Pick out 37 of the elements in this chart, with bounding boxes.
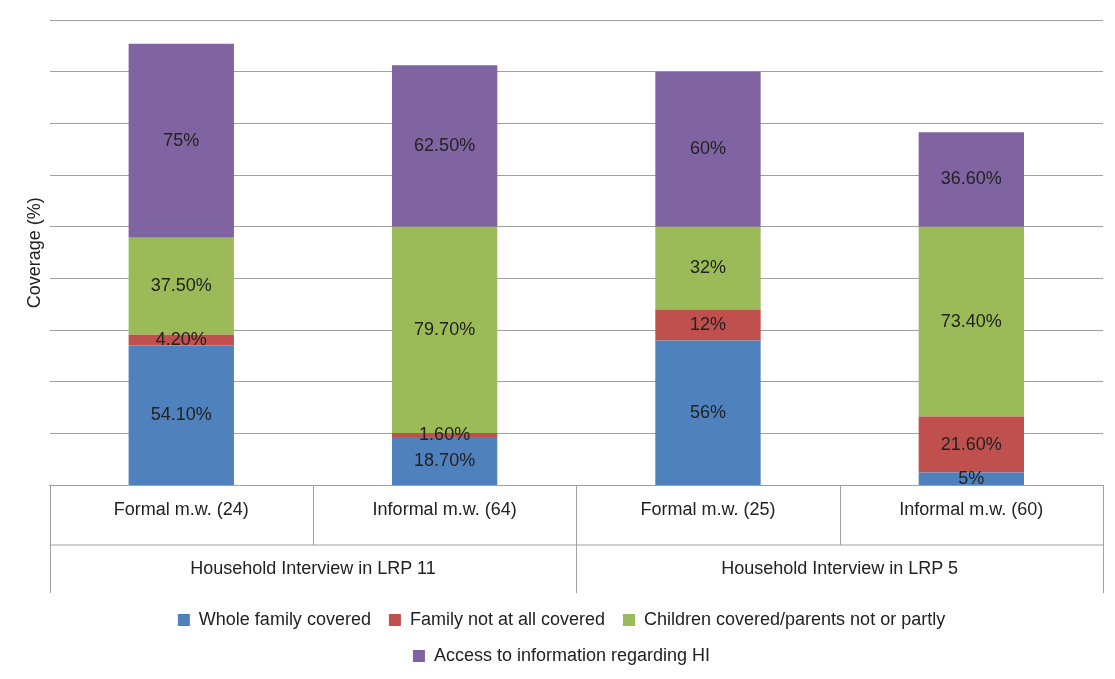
x-tick-label: Informal m.w. (64) <box>372 499 517 520</box>
bar <box>655 226 761 310</box>
bar <box>918 416 1024 473</box>
data-label: 37.50% <box>150 275 212 296</box>
data-label: 54.10% <box>150 404 212 425</box>
text: Household Interview in LRP 11 <box>190 557 436 578</box>
bar <box>918 472 1024 485</box>
data-label: 79.70% <box>414 318 476 339</box>
x-tick-label: Informal m.w. (60) <box>899 499 1044 520</box>
data-label: 60% <box>689 138 726 159</box>
data-label: 5% <box>958 467 985 488</box>
data-label: 21.60% <box>940 433 1002 454</box>
data-label: 12% <box>689 314 726 335</box>
data-label: 36.60% <box>940 168 1002 189</box>
data-label: 4.20% <box>155 329 207 350</box>
data-label: 75% <box>163 129 200 150</box>
bar <box>128 43 234 238</box>
y-axis-title: Coverage (%) <box>23 197 44 309</box>
x-tick-label: Formal m.w. (24) <box>113 499 249 520</box>
legend-label: Whole family covered <box>198 608 371 629</box>
x-tick-label: Formal m.w. (25) <box>640 499 776 520</box>
bar <box>128 345 234 485</box>
bar <box>918 226 1024 417</box>
data-label: 56% <box>689 401 726 422</box>
bar <box>918 132 1024 227</box>
bar <box>655 340 761 485</box>
data-label: 18.70% <box>414 449 476 470</box>
bar <box>655 309 761 341</box>
data-label: 62.50% <box>414 135 476 156</box>
data-label: 32% <box>689 257 726 278</box>
text: Household Interview in LRP 5 <box>721 557 959 578</box>
legend-label: Family not at all covered <box>409 608 606 629</box>
bar <box>391 65 498 227</box>
bar <box>655 71 761 227</box>
legend-label: Children covered/parents not or partly <box>643 608 946 629</box>
legend-label: Access to information regarding HI <box>433 644 711 665</box>
data-label: 73.40% <box>940 310 1002 331</box>
